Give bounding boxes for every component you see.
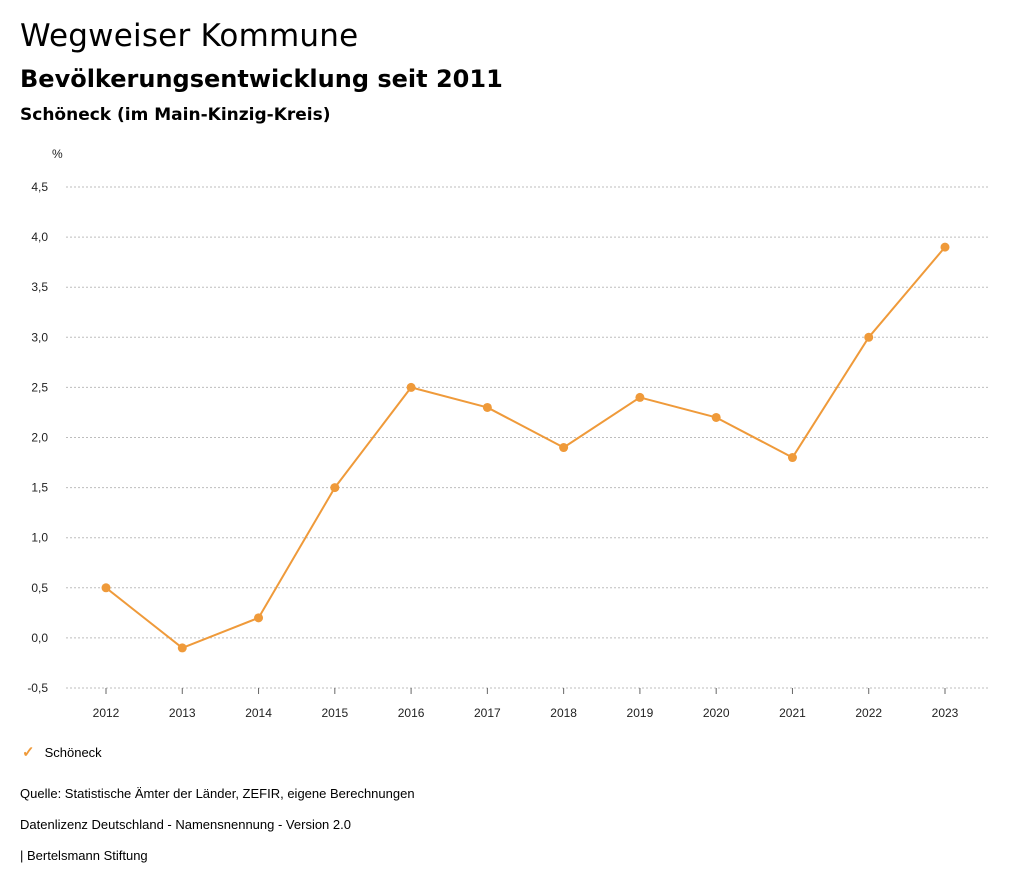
line-chart: -0,5 0,0 0,5 1,0 1,5 2,0 2,5 3,0 3,5 4,0 4,5 2012 2… <box>27 147 990 720</box>
y-tick-label: 1,5 <box>31 481 48 495</box>
x-tick-label: 2015 <box>321 706 348 720</box>
data-point[interactable] <box>711 412 721 422</box>
data-point[interactable] <box>635 392 645 402</box>
source-note: Quelle: Statistische Ämter der Länder, Z… <box>20 786 415 801</box>
page-title: Wegweiser Kommune <box>20 18 359 54</box>
y-tick-label: 3,0 <box>31 330 48 344</box>
y-tick-label: 4,5 <box>31 180 48 194</box>
data-point[interactable] <box>330 483 340 493</box>
series-line <box>105 246 946 649</box>
x-tick-label: 2016 <box>398 706 425 720</box>
region-label: Schöneck (im Main-Kinzig-Kreis) <box>20 105 331 125</box>
y-tick-label: 0,5 <box>31 581 48 595</box>
data-point[interactable] <box>406 382 416 392</box>
y-tick-label: 2,0 <box>31 431 48 445</box>
x-tick-label: 2014 <box>245 706 272 720</box>
x-tick-label: 2018 <box>550 706 577 720</box>
y-axis-unit-label: % <box>52 147 63 161</box>
x-tick-label: 2021 <box>779 706 806 720</box>
data-point[interactable] <box>482 402 492 412</box>
y-tick-label: 1,0 <box>31 531 48 545</box>
license-note: Datenlizenz Deutschland - Namensnennung … <box>20 817 351 832</box>
x-tick-label: 2023 <box>932 706 959 720</box>
data-point[interactable] <box>559 443 569 453</box>
x-tick-label: 2017 <box>474 706 501 720</box>
y-tick-label: 2,5 <box>31 380 48 394</box>
data-point[interactable] <box>254 613 264 623</box>
chart-subtitle: Bevölkerungsentwicklung seit 2011 <box>20 65 503 93</box>
x-tick-label: 2020 <box>703 706 730 720</box>
chart-legend[interactable]: ✓ Schöneck <box>22 745 102 760</box>
data-point[interactable] <box>177 643 187 653</box>
y-tick-label: 3,5 <box>31 280 48 294</box>
x-tick-label: 2019 <box>627 706 654 720</box>
x-tick-label: 2013 <box>169 706 196 720</box>
x-tick-label: 2022 <box>855 706 882 720</box>
data-point[interactable] <box>864 332 874 342</box>
publisher-note[interactable]: | Bertelsmann Stiftung <box>20 848 148 863</box>
y-tick-label: -0,5 <box>27 681 48 695</box>
data-point[interactable] <box>101 583 111 593</box>
x-tick-label: 2012 <box>93 706 120 720</box>
check-icon: ✓ <box>22 744 35 761</box>
y-tick-label: 4,0 <box>31 230 48 244</box>
data-point[interactable] <box>940 242 950 252</box>
y-tick-label: 0,0 <box>31 631 48 645</box>
legend-label: Schöneck <box>44 745 102 760</box>
data-point[interactable] <box>787 453 797 463</box>
